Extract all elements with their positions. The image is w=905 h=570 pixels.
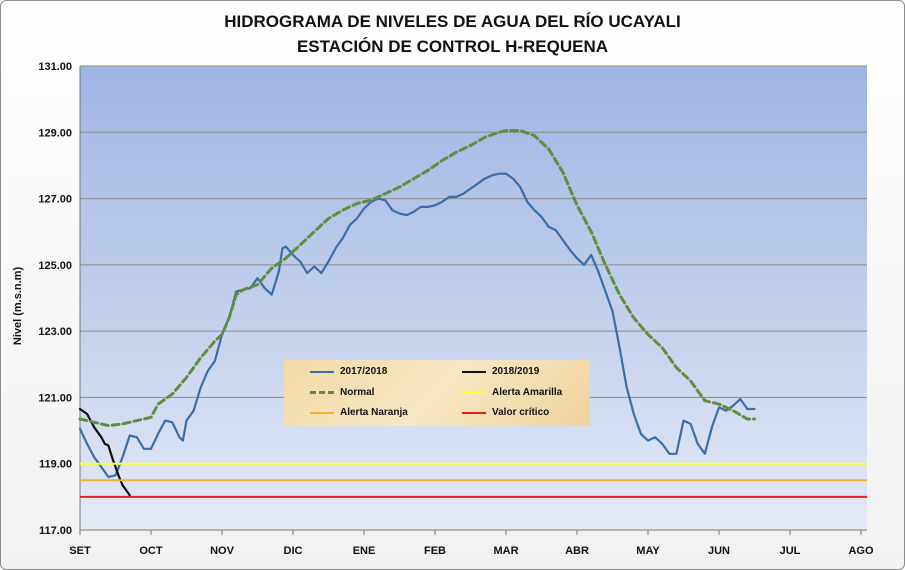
legend-label: Alerta Amarilla bbox=[492, 387, 563, 398]
x-tick-label: ABR bbox=[565, 545, 589, 557]
x-tick-label: OCT bbox=[139, 545, 163, 557]
series-line bbox=[78, 129, 756, 428]
x-tick-label: MAR bbox=[493, 545, 518, 557]
x-tick-label: JUL bbox=[780, 545, 801, 557]
y-tick-label: 123.00 bbox=[38, 326, 72, 338]
y-tick-label: 131.00 bbox=[38, 61, 72, 73]
series-line bbox=[78, 407, 131, 497]
chart-subtitle: ESTACIÓN DE CONTROL H-REQUENA bbox=[296, 37, 609, 56]
x-tick-label: ENE bbox=[353, 545, 376, 557]
y-tick-label: 121.00 bbox=[38, 392, 72, 404]
legend-swatch bbox=[310, 391, 334, 394]
legend-entry: Valor crítico bbox=[462, 407, 549, 418]
x-tick-label: DIC bbox=[284, 545, 303, 557]
x-tick-label: JUN bbox=[708, 545, 730, 557]
legend-swatch bbox=[462, 411, 486, 414]
y-tick-label: 129.00 bbox=[38, 127, 72, 139]
x-tick-label: AGO bbox=[848, 545, 874, 557]
legend-entry: Normal bbox=[310, 387, 374, 398]
legend-label: Alerta Naranja bbox=[340, 407, 408, 418]
legend-entry: Alerta Amarilla bbox=[462, 387, 562, 398]
legend-label: Normal bbox=[340, 387, 375, 398]
x-tick-label: MAY bbox=[636, 545, 660, 557]
legend-label: 2017/2018 bbox=[340, 366, 388, 377]
legend-swatch bbox=[310, 411, 334, 414]
legend-swatch bbox=[310, 370, 334, 373]
legend-entry: 2018/2019 bbox=[462, 366, 539, 377]
legend: 2017/2018 2018/2019 Normal Alerta Amaril… bbox=[284, 360, 590, 426]
plot-area bbox=[80, 66, 867, 530]
legend-swatch bbox=[462, 370, 486, 373]
legend-entry: Alerta Naranja bbox=[310, 407, 408, 418]
x-tick-label: NOV bbox=[210, 545, 235, 557]
y-tick-label: 127.00 bbox=[38, 194, 72, 206]
series-line bbox=[78, 172, 756, 479]
y-tick-label: 125.00 bbox=[38, 260, 72, 272]
legend-label: Valor crítico bbox=[492, 407, 550, 418]
y-tick-label: 117.00 bbox=[39, 525, 72, 537]
legend-entry: 2017/2018 bbox=[310, 366, 387, 377]
x-tick-label: SET bbox=[69, 545, 91, 557]
x-tick-label: FEB bbox=[424, 545, 446, 557]
y-tick-label: 119.00 bbox=[39, 459, 72, 471]
legend-swatch bbox=[462, 391, 486, 394]
legend-label: 2018/2019 bbox=[492, 366, 540, 377]
chart-title: HIDROGRAMA DE NIVELES DE AGUA DEL RÍO UC… bbox=[224, 12, 681, 31]
